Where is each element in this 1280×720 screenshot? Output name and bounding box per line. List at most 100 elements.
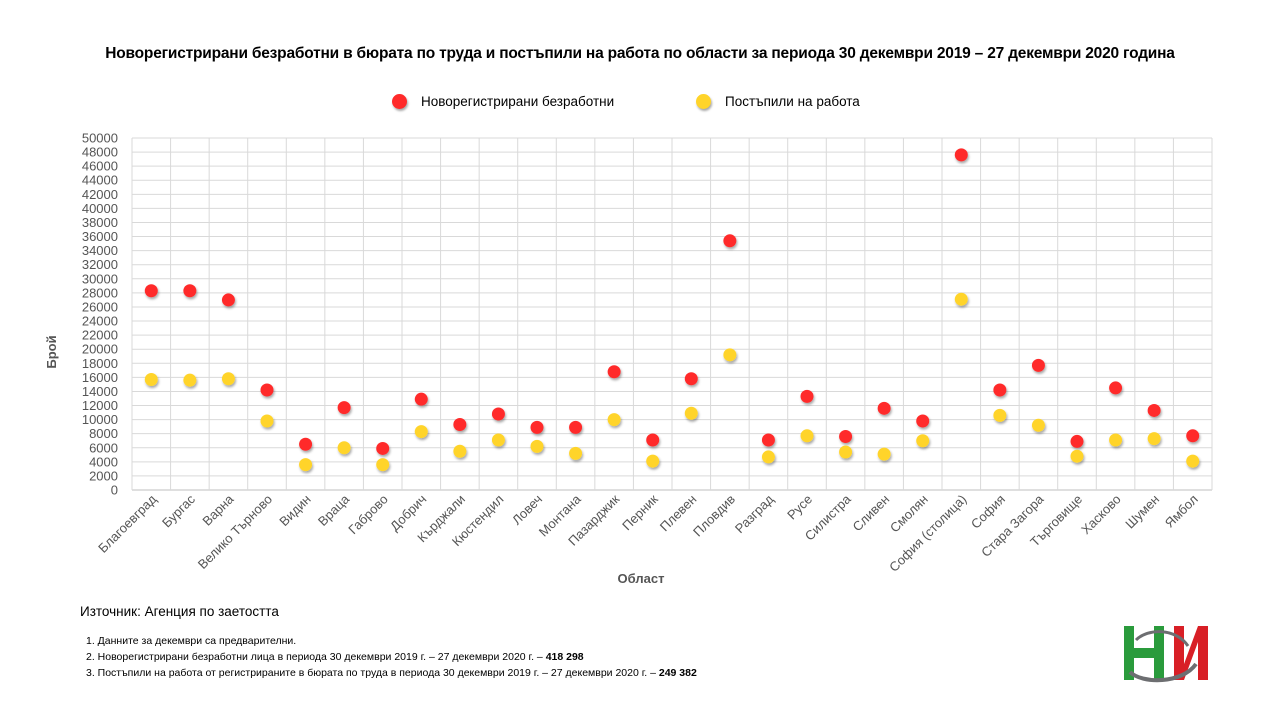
x-tick-label: Ловеч [509,492,545,528]
x-tick-label: Видин [276,492,313,529]
y-tick-label: 12000 [82,398,118,413]
point-employed [491,433,505,447]
point-employed [800,429,814,443]
y-tick-label: 38000 [82,215,118,230]
y-tick-label: 10000 [82,412,118,427]
point-registered [1070,434,1084,448]
y-tick-label: 32000 [82,257,118,272]
y-tick-label: 44000 [82,173,118,188]
y-tick-label: 0 [111,483,118,498]
data-points [144,148,1200,472]
point-registered [376,441,390,455]
point-registered [607,365,621,379]
footnote-3-total: 249 382 [658,667,697,679]
point-registered [954,148,968,162]
x-tick-label: Хасково [1078,492,1124,538]
point-employed [183,373,197,387]
point-employed [1109,433,1123,447]
y-tick-label: 16000 [82,370,118,385]
x-tick-label: Враца [315,491,353,529]
point-registered [414,392,428,406]
y-tick-label: 42000 [82,187,118,202]
point-registered [723,234,737,248]
point-employed [839,445,853,459]
x-tick-label: Разград [732,491,777,536]
point-registered [260,383,274,397]
y-tick-label: 36000 [82,229,118,244]
point-employed [916,434,930,448]
legend-item-registered: Новорегистрирани безработни [392,94,614,109]
point-registered [800,389,814,403]
legend-marker-yellow [696,94,711,109]
footnote-1-text: 1. Данните за декември са предварителни. [86,635,297,647]
point-registered [491,407,505,421]
y-tick-label: 28000 [82,285,118,300]
point-registered [761,433,775,447]
point-employed [723,348,737,362]
point-employed [646,454,660,468]
y-tick-label: 20000 [82,342,118,357]
point-registered [299,437,313,451]
point-registered [569,420,583,434]
point-registered [1186,429,1200,443]
point-registered [144,284,158,298]
point-employed [761,450,775,464]
y-tick-label: 48000 [82,145,118,160]
x-tick-label: Благоевград [95,491,160,556]
x-tick-label: Русе [784,492,815,523]
y-tick-label: 18000 [82,356,118,371]
point-registered [221,293,235,307]
grid-lines [131,137,1213,491]
x-tick-label: Ямбол [1162,492,1201,531]
y-tick-label: 46000 [82,159,118,174]
point-registered [530,420,544,434]
x-tick-label: Пловдив [690,491,738,539]
x-tick-label: Варна [199,491,237,529]
point-employed [337,441,351,455]
y-tick-label: 26000 [82,299,118,314]
point-employed [299,458,313,472]
point-employed [414,425,428,439]
y-tick-label: 22000 [82,328,118,343]
footnote-3: 3. Постъпили на работа от регистрираните… [86,665,697,681]
nsi-logo [1124,626,1208,683]
x-tick-label: Перник [619,491,661,533]
point-registered [453,418,467,432]
legend-marker-red [392,94,407,109]
source-note: Източник: Агенция по заетостта [80,604,279,619]
y-tick-label: 30000 [82,271,118,286]
point-employed [954,292,968,306]
footnote-2-text: 2. Новорегистрирани безработни лица в пе… [86,651,546,663]
point-registered [1031,358,1045,372]
y-tick-label: 40000 [82,201,118,216]
x-tick-label: Габрово [345,492,391,538]
point-employed [684,406,698,420]
legend: Новорегистрирани безработни Постъпили на… [0,94,1280,114]
chart-title: Новорегистрирани безработни в бюрата по … [105,45,1175,62]
point-employed [1031,418,1045,432]
point-registered [877,401,891,415]
point-employed [144,372,158,386]
y-tick-label: 34000 [82,243,118,258]
point-employed [376,458,390,472]
x-tick-label: Сливен [850,492,893,535]
y-tick-label: 50000 [82,131,118,146]
footnote-2-total: 418 298 [545,651,584,663]
point-registered [684,372,698,386]
point-registered [993,383,1007,397]
x-tick-label: Шумен [1122,492,1162,532]
point-employed [993,408,1007,422]
point-registered [337,401,351,415]
x-axis-title: Област [618,571,665,586]
y-tick-label: 4000 [89,454,118,469]
point-registered [1109,381,1123,395]
point-employed [1186,454,1200,468]
x-tick-label: Бургас [159,491,198,530]
legend-item-employed: Постъпили на работа [696,94,860,109]
point-registered [646,433,660,447]
scatter-chart: 0200040006000800010000120001400016000180… [44,131,1213,586]
point-employed [1147,432,1161,446]
footnote-1: 1. Данните за декември са предварителни. [86,633,697,649]
y-tick-label: 2000 [89,468,118,483]
